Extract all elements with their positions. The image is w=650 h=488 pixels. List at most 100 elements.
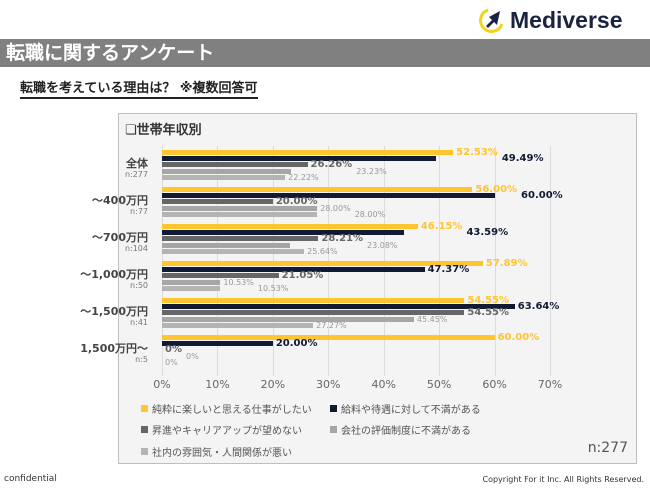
legend-label: 給料や待遇に対して不満がある xyxy=(341,405,481,416)
sample-size-label: n:104 xyxy=(124,244,148,253)
category-label: ～1,500万円 xyxy=(80,305,148,318)
bar xyxy=(162,335,495,340)
bar xyxy=(162,168,291,174)
category-label: ～1,000万円 xyxy=(80,268,148,281)
bar xyxy=(162,150,454,155)
chart-title: ❏世帯年収別 xyxy=(125,123,202,138)
legend-swatch-icon xyxy=(141,405,148,412)
data-label: 23.23% xyxy=(356,166,387,176)
data-label: 56.00% xyxy=(475,184,518,195)
legend-item: 昇進やキャリアアップが望めない xyxy=(141,422,302,437)
data-label: 52.53% xyxy=(456,147,498,158)
logo-text: Mediverse xyxy=(510,6,623,33)
legend-item: 純粋に楽しいと思える仕事がしたい xyxy=(141,401,312,416)
bar xyxy=(162,162,308,168)
bar xyxy=(162,279,221,285)
bar xyxy=(162,174,286,180)
bar xyxy=(162,316,414,322)
sample-size-label: n:77 xyxy=(130,207,148,216)
data-label: 25.64% xyxy=(307,246,338,256)
sample-size-label: n:5 xyxy=(135,355,148,364)
bar xyxy=(162,285,221,291)
bar xyxy=(162,298,465,303)
gridline xyxy=(550,146,551,376)
legend-swatch-icon xyxy=(141,426,148,433)
legend-swatch-icon xyxy=(330,426,337,433)
x-tick-label: 10% xyxy=(205,378,230,391)
bar xyxy=(162,261,483,266)
data-label: 27.27% xyxy=(316,320,347,330)
bar xyxy=(162,236,319,242)
legend-label: 純粋に楽しいと思える仕事がしたい xyxy=(152,405,312,416)
category-label: 全体 xyxy=(126,157,148,170)
logo: Mediverse xyxy=(476,6,623,34)
x-tick-label: 30% xyxy=(316,378,341,391)
bar xyxy=(162,193,495,199)
category-label: ～400万円 xyxy=(92,194,148,207)
gridline xyxy=(494,146,496,376)
rocket-logo-icon xyxy=(479,8,504,33)
data-label: 45.45% xyxy=(416,314,448,324)
legend-item: 社内の雰囲気・人間関係が悪い xyxy=(141,444,292,459)
legend-item: 給料や待遇に対して不満がある xyxy=(330,401,481,416)
bar xyxy=(162,224,418,229)
data-label: 21.05% xyxy=(281,270,324,282)
bar xyxy=(162,341,273,347)
x-tick-label: 70% xyxy=(537,378,563,391)
legend-label: 会社の評価制度に不満がある xyxy=(341,426,471,437)
data-label: 20.00% xyxy=(275,338,318,350)
sample-size-label: n:50 xyxy=(130,281,148,290)
bar xyxy=(162,242,290,248)
chart-panel: ❏世帯年収別 n:277 0% 10% 20% 30% 40% 50% 60% 70% 全体 n:… xyxy=(80,113,637,464)
data-label: 63.64% xyxy=(517,301,560,313)
bar xyxy=(162,205,318,211)
x-tick-label: 0% xyxy=(153,378,171,391)
data-label: 28.00% xyxy=(320,203,351,213)
data-label: 20.00% xyxy=(275,196,318,208)
bar xyxy=(162,199,273,205)
data-label: 23.08% xyxy=(367,240,398,250)
bar xyxy=(162,230,404,236)
data-label: 10.53% xyxy=(257,283,289,293)
data-label: 0% xyxy=(165,357,178,367)
data-label: 43.59% xyxy=(466,227,509,239)
legend-swatch-icon xyxy=(330,405,337,412)
data-label: 28.21% xyxy=(321,233,364,245)
sample-size-label: n:277 xyxy=(124,170,148,179)
data-label: 0% xyxy=(165,344,182,356)
data-label: 26.26% xyxy=(310,159,353,171)
data-label: 54.55% xyxy=(467,295,510,306)
legend-swatch-icon xyxy=(141,448,148,455)
data-label: 46.15% xyxy=(420,221,463,232)
x-tick-label: 20% xyxy=(260,378,286,391)
x-tick-label: 60% xyxy=(482,378,507,391)
data-label: 10.53% xyxy=(223,277,254,287)
data-label: 0% xyxy=(185,351,199,361)
bar xyxy=(162,322,314,328)
x-tick-label: 50% xyxy=(426,378,452,391)
data-label: 57.89% xyxy=(485,258,528,269)
data-label: 60.00% xyxy=(521,190,563,202)
category-label: 1,500万円～ xyxy=(80,342,148,355)
bar xyxy=(162,304,515,310)
data-label: 47.37% xyxy=(427,264,470,276)
data-label: 54.55% xyxy=(467,307,510,319)
data-label: 28.00% xyxy=(354,209,386,219)
confidential-label: confidential xyxy=(4,474,57,484)
legend-item: 会社の評価制度に不満がある xyxy=(330,422,471,437)
data-label: 22.22% xyxy=(288,172,319,182)
bar xyxy=(162,156,437,162)
question-subtitle: 転職を考えている理由は？ ※複数回答可 xyxy=(20,80,258,99)
category-label: ～700万円 xyxy=(92,231,148,244)
copyright: Copyright For it Inc. All Rights Reserve… xyxy=(482,475,644,484)
legend-label: 社内の雰囲気・人間関係が悪い xyxy=(152,448,292,459)
legend-label: 昇進やキャリアアップが望めない xyxy=(152,426,302,437)
total-sample-size: n:277 xyxy=(587,440,628,456)
bar xyxy=(162,187,473,192)
bar xyxy=(162,211,318,217)
page-title: 転職に関するアンケート xyxy=(0,39,650,67)
data-label: 49.49% xyxy=(501,153,544,165)
bar xyxy=(162,310,465,316)
bar xyxy=(162,248,305,254)
data-label: 60.00% xyxy=(497,332,540,343)
